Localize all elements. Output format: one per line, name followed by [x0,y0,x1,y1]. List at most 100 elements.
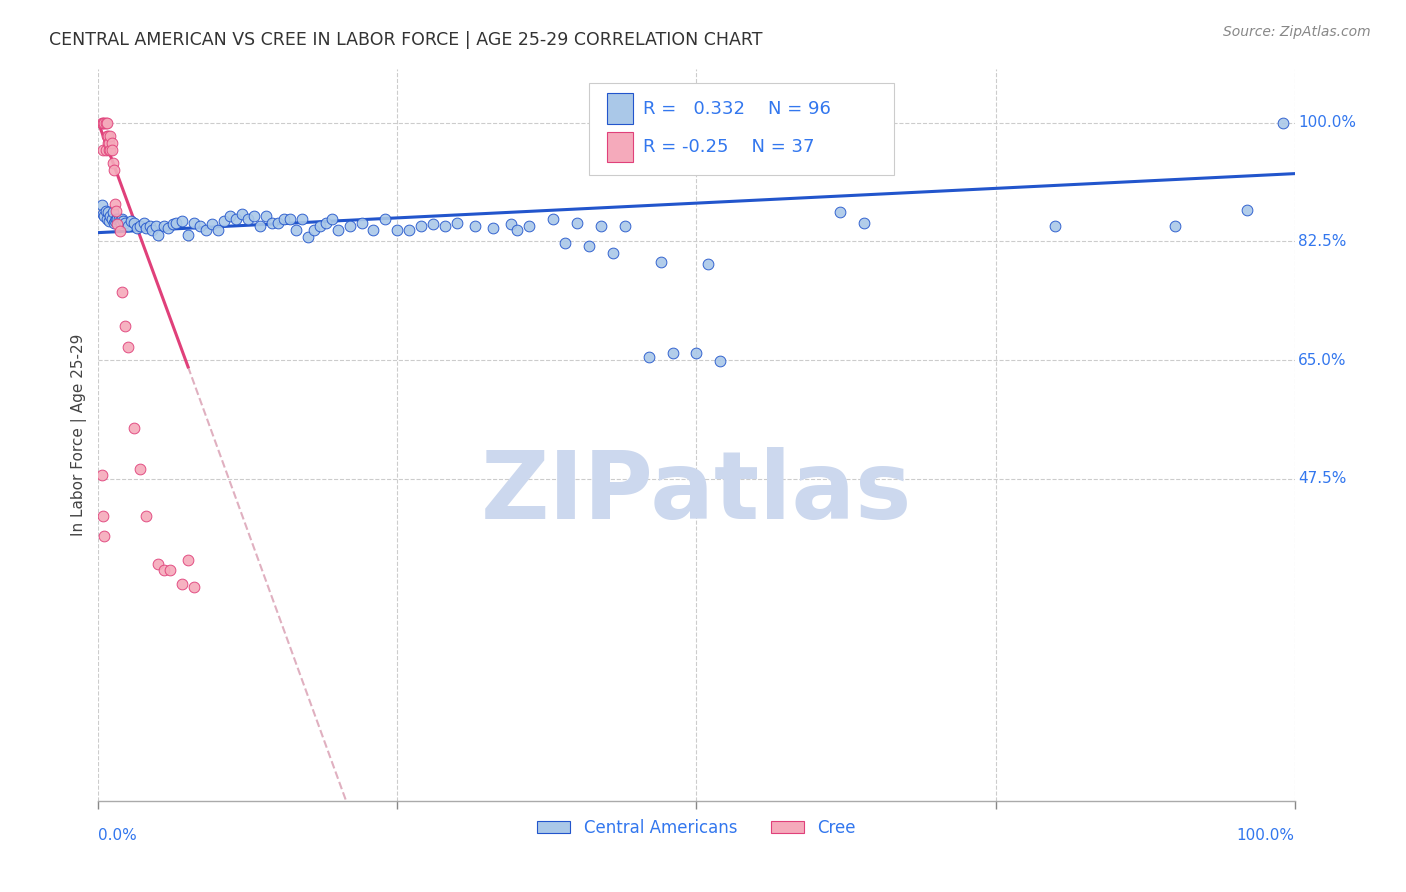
Text: R = -0.25    N = 37: R = -0.25 N = 37 [643,138,814,156]
Point [273,212,295,227]
Point [650,254,672,268]
Text: ZIPatlas: ZIPatlas [481,447,912,540]
Point [117,340,139,354]
Point [120,214,142,228]
Point [108,224,131,238]
Point [350,216,373,230]
Point [1164,219,1187,233]
Point [1271,116,1294,130]
Point [398,223,420,237]
Point [110,216,132,230]
Point [339,219,361,233]
Point [212,214,235,228]
Point [162,218,184,232]
Point [482,220,505,235]
Point [709,354,731,368]
Text: 100.0%: 100.0% [1237,828,1295,843]
Point [267,216,290,230]
Point [188,219,211,233]
Point [697,257,720,271]
Point [108,214,131,228]
Point [98,129,121,144]
Legend: Central Americans, Cree: Central Americans, Cree [530,813,862,844]
Point [107,212,129,227]
Point [446,216,468,230]
Point [387,223,409,237]
Point [1045,219,1067,233]
Point [93,210,115,224]
Point [107,218,129,232]
Point [177,227,200,242]
Point [153,563,176,577]
Point [243,210,266,224]
Text: 0.0%: 0.0% [98,828,138,843]
Point [315,216,337,230]
Point [1236,202,1258,217]
Point [100,212,122,227]
Point [464,219,486,233]
Point [103,216,125,230]
Point [96,212,118,227]
Point [302,223,325,237]
Point [260,216,283,230]
Point [94,116,117,130]
Point [172,577,194,591]
Point [139,219,162,233]
Point [96,116,118,130]
Point [100,136,122,150]
Point [195,223,218,237]
Point [100,143,122,157]
Point [114,216,136,230]
Point [141,223,163,237]
Point [231,207,253,221]
Point [434,219,457,233]
Point [96,129,118,144]
Point [201,218,224,232]
Point [129,461,152,475]
Point [183,580,205,594]
Point [297,229,319,244]
Point [363,223,385,237]
Point [284,223,307,237]
Point [117,219,139,233]
Point [236,212,259,227]
Point [422,218,444,232]
Point [661,346,683,360]
Point [254,210,277,224]
Text: CENTRAL AMERICAN VS CREE IN LABOR FORCE | AGE 25-29 CORRELATION CHART: CENTRAL AMERICAN VS CREE IN LABOR FORCE … [49,31,762,49]
Point [602,246,624,260]
Point [499,218,522,232]
Point [135,509,157,524]
Point [589,219,612,233]
Point [146,557,169,571]
Text: 65.0%: 65.0% [1298,352,1347,368]
Text: R =   0.332    N = 96: R = 0.332 N = 96 [643,100,831,118]
Point [249,219,271,233]
Point [91,116,114,130]
Point [578,239,600,253]
Point [852,216,875,230]
Point [94,203,117,218]
Point [91,468,114,483]
Point [98,136,121,150]
Point [98,209,121,223]
Point [613,219,636,233]
Point [156,220,179,235]
Point [93,116,115,130]
Point [122,421,145,435]
Point [91,116,114,130]
Point [135,220,157,235]
Point [93,529,115,543]
Text: 47.5%: 47.5% [1298,471,1347,486]
Point [183,216,205,230]
Point [326,223,349,237]
Point [517,219,540,233]
Point [105,212,128,227]
Point [541,212,564,227]
Point [111,212,134,227]
Point [98,143,121,157]
Point [122,216,145,230]
Point [97,205,120,219]
Point [112,214,135,228]
Point [374,212,396,227]
